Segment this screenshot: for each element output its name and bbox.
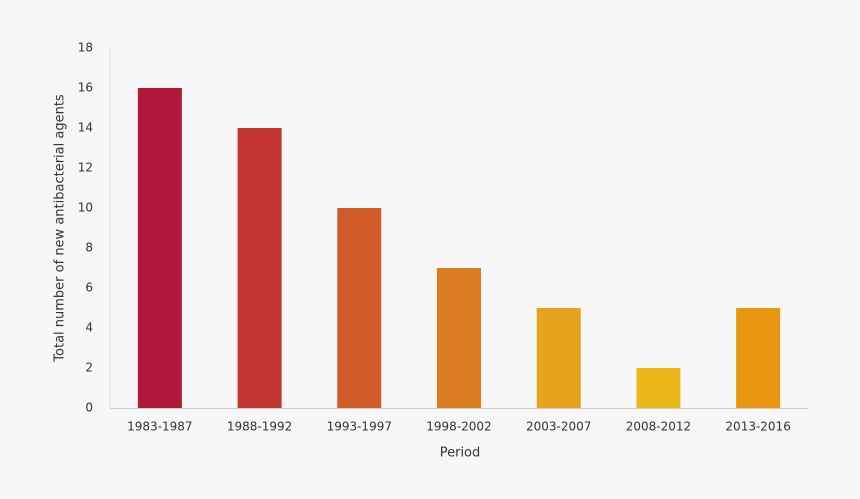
y-tick-label: 14 [78, 121, 93, 135]
y-tick-label: 8 [85, 241, 93, 255]
x-tick-label: 1998-2002 [426, 420, 491, 434]
bar [137, 88, 182, 408]
y-tick-label: 10 [78, 201, 93, 215]
bar [636, 368, 681, 408]
y-axis-title: Total number of new antibacterial agents [53, 94, 68, 363]
x-tick-label: 2013-2016 [725, 420, 790, 434]
x-axis-title: Period [440, 446, 481, 461]
y-tick-label: 0 [85, 401, 93, 415]
x-tick-label: 2003-2007 [526, 420, 591, 434]
bar [237, 128, 282, 408]
bar [736, 308, 781, 408]
x-tick-label: 2008-2012 [626, 420, 691, 434]
y-tick-label: 12 [78, 161, 93, 175]
x-tick-label: 1983-1987 [127, 420, 192, 434]
bar [337, 208, 382, 408]
y-tick-label: 6 [85, 281, 93, 295]
x-tick-label: 1993-1997 [327, 420, 392, 434]
y-tick-label: 16 [78, 81, 93, 95]
y-tick-label: 2 [85, 361, 93, 375]
y-tick-label: 18 [78, 41, 93, 55]
bar [437, 268, 481, 408]
bar [536, 308, 581, 408]
y-tick-label: 4 [85, 321, 93, 335]
x-tick-label: 1988-1992 [227, 420, 292, 434]
